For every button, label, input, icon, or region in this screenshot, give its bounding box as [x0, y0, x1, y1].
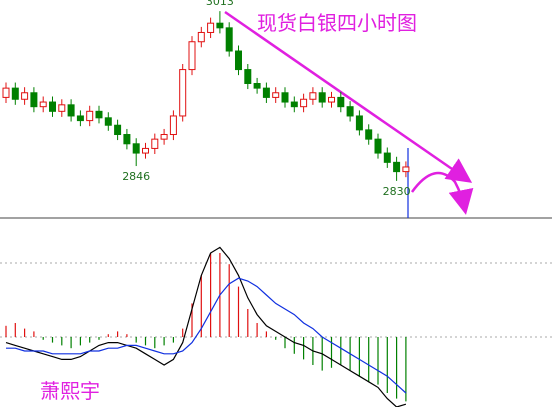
- candle-body: [300, 98, 308, 108]
- candle-body: [244, 69, 252, 84]
- candle-body: [160, 134, 168, 140]
- candle-body: [11, 87, 19, 100]
- candle-body: [328, 96, 335, 103]
- forecast-arrow: [410, 171, 474, 215]
- candle-body: [95, 110, 103, 119]
- candle-body: [30, 92, 38, 108]
- author-label: 萧熙宇: [40, 379, 100, 403]
- price-label: 2846: [122, 170, 150, 183]
- candle-body: [262, 87, 270, 98]
- candle-body: [169, 115, 177, 136]
- macd-line: [6, 277, 407, 394]
- candle-body: [123, 134, 131, 145]
- candle-body: [355, 115, 363, 131]
- candle-body: [383, 152, 391, 163]
- candle-body: [272, 92, 280, 98]
- candle-body: [114, 124, 122, 136]
- candle-body: [132, 143, 140, 154]
- candle-body: [188, 41, 196, 71]
- candle-body: [225, 27, 233, 52]
- candle-body: [346, 106, 354, 117]
- candle-body: [2, 87, 10, 98]
- candle-body: [374, 138, 382, 154]
- candle-body: [337, 96, 345, 108]
- candle-body: [86, 110, 94, 122]
- candle-body: [318, 92, 326, 103]
- trend-arrow: [224, 10, 473, 183]
- candle-body: [104, 117, 112, 126]
- candle-body: [281, 92, 289, 103]
- candle-body: [21, 92, 29, 100]
- candle-body: [402, 166, 410, 173]
- price-label: 2830: [383, 185, 411, 198]
- candle-body: [67, 104, 75, 117]
- candle-body: [76, 115, 84, 122]
- candle-body: [235, 50, 242, 71]
- candle-body: [151, 138, 159, 149]
- candle-body: [290, 101, 298, 108]
- candle-body: [365, 129, 373, 140]
- candle-body: [39, 101, 47, 108]
- candle-body: [179, 69, 187, 117]
- candle-body: [393, 161, 401, 173]
- candle-body: [253, 82, 261, 89]
- macd-line: [5, 246, 407, 407]
- candle-body: [58, 104, 66, 112]
- chart-title: 现货白银四小时图: [257, 11, 417, 35]
- candle-body: [216, 22, 224, 29]
- price-label: 3013: [206, 0, 234, 8]
- candle-body: [309, 92, 317, 100]
- candle-body: [142, 147, 149, 154]
- candle-body: [197, 31, 205, 43]
- candle-body: [207, 22, 215, 33]
- candle-body: [49, 101, 56, 112]
